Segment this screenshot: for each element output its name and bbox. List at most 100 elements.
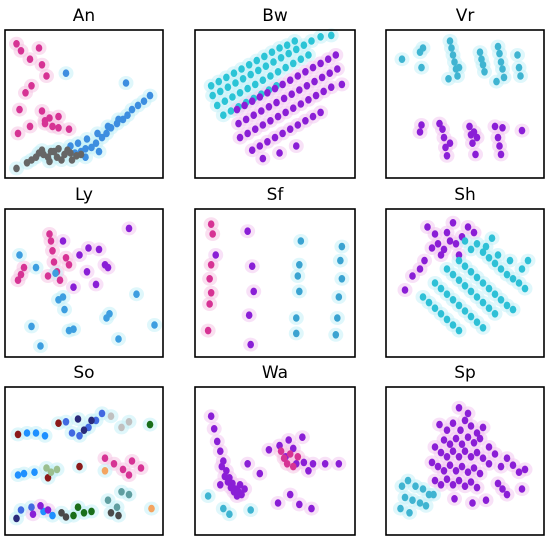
scatter-point bbox=[248, 146, 256, 154]
scatter-point bbox=[334, 65, 341, 73]
scatter-point bbox=[308, 504, 315, 513]
scatter-point bbox=[13, 514, 20, 523]
scatter-point bbox=[491, 122, 499, 131]
panel-frame bbox=[194, 386, 356, 536]
panel-Sf: Sf bbox=[194, 185, 356, 358]
scatter-point bbox=[44, 474, 52, 482]
scatter-point bbox=[303, 82, 311, 90]
scatter-point bbox=[491, 450, 499, 458]
scatter-point bbox=[207, 220, 215, 228]
scatter-point bbox=[49, 247, 56, 255]
scatter-point bbox=[509, 461, 517, 470]
scatter-point bbox=[65, 125, 73, 133]
scatter-point bbox=[497, 58, 505, 66]
scatter-point bbox=[467, 422, 475, 430]
scatter-point bbox=[467, 312, 475, 321]
scatter-point bbox=[302, 117, 309, 125]
scatter-point bbox=[469, 139, 476, 147]
scatter-point bbox=[41, 119, 49, 128]
scatter-point bbox=[412, 482, 419, 491]
scatter-point bbox=[476, 48, 484, 56]
panel-frame bbox=[194, 208, 356, 358]
scatter-point bbox=[326, 69, 334, 77]
panel-title: An bbox=[73, 6, 95, 26]
scatter-point bbox=[334, 314, 341, 322]
scatter-point bbox=[31, 468, 38, 477]
scatter-point bbox=[101, 467, 109, 475]
scatter-point bbox=[259, 76, 267, 84]
scatter-point bbox=[473, 483, 481, 492]
scatter-point bbox=[443, 228, 451, 237]
scatter-point bbox=[503, 301, 511, 310]
scatter-point bbox=[461, 447, 469, 456]
scatter-point bbox=[59, 237, 67, 245]
scatter-point bbox=[482, 242, 490, 251]
scatter-point bbox=[268, 48, 276, 56]
scatter-point bbox=[277, 54, 285, 62]
scatter-point bbox=[437, 310, 445, 318]
scatter-point bbox=[419, 293, 427, 301]
scatter-point bbox=[44, 272, 52, 280]
scatter-point bbox=[473, 133, 481, 142]
scatter-point bbox=[245, 61, 253, 69]
scatter-point bbox=[443, 453, 451, 461]
scatter-point bbox=[318, 73, 326, 82]
scatter-point bbox=[280, 94, 288, 103]
scatter-point bbox=[485, 253, 493, 262]
panel-title: Sh bbox=[454, 185, 476, 205]
scatter-point bbox=[247, 70, 254, 79]
scatter-point bbox=[213, 437, 221, 446]
scatter-point bbox=[282, 108, 289, 117]
scatter-point bbox=[230, 69, 238, 77]
scatter-point bbox=[26, 55, 34, 63]
scatter-point bbox=[128, 105, 136, 114]
scatter-point bbox=[321, 460, 329, 468]
scatter-point bbox=[218, 462, 226, 471]
series-group bbox=[13, 409, 155, 523]
scatter-point bbox=[38, 107, 46, 115]
scatter-point bbox=[436, 119, 443, 128]
scatter-point bbox=[440, 245, 448, 254]
scatter-point bbox=[518, 265, 526, 273]
panel-Bw: Bw bbox=[194, 6, 356, 179]
scatter-point bbox=[496, 49, 503, 58]
panel-Sh: Sh bbox=[385, 185, 545, 358]
scatter-point bbox=[61, 305, 68, 314]
scatter-point bbox=[128, 457, 136, 465]
scatter-point bbox=[491, 310, 499, 318]
scatter-point bbox=[437, 251, 445, 259]
scatter-point bbox=[17, 47, 25, 55]
scatter-point bbox=[207, 412, 215, 421]
scatter-point bbox=[289, 59, 297, 68]
scatter-point bbox=[481, 68, 488, 76]
scatter-point bbox=[77, 150, 85, 159]
scatter-point bbox=[256, 93, 264, 101]
scatter-point bbox=[251, 125, 259, 133]
scatter-point bbox=[256, 142, 264, 150]
scatter-point bbox=[107, 412, 115, 421]
scatter-point bbox=[466, 122, 473, 131]
scatter-point bbox=[125, 224, 133, 233]
scatter-point bbox=[253, 56, 261, 65]
scatter-point bbox=[47, 237, 55, 245]
scatter-point bbox=[464, 223, 472, 231]
scatter-point bbox=[473, 293, 481, 301]
scatter-point bbox=[247, 506, 254, 514]
scatter-point bbox=[58, 156, 65, 164]
scatter-point bbox=[14, 129, 22, 138]
scatter-point bbox=[521, 465, 529, 474]
scatter-point bbox=[215, 77, 223, 86]
scatter-point bbox=[125, 490, 133, 499]
scatter-point bbox=[280, 454, 288, 463]
scatter-point bbox=[264, 138, 271, 146]
scatter-point bbox=[455, 256, 463, 265]
scatter-point bbox=[216, 87, 224, 96]
scatter-point bbox=[296, 261, 303, 269]
scatter-point bbox=[235, 119, 242, 128]
series-group bbox=[204, 412, 343, 518]
scatter-point bbox=[14, 471, 22, 479]
scatter-point bbox=[55, 419, 62, 428]
scatter-point bbox=[446, 237, 454, 245]
scatter-point bbox=[461, 282, 469, 290]
scatter-point bbox=[473, 429, 481, 437]
